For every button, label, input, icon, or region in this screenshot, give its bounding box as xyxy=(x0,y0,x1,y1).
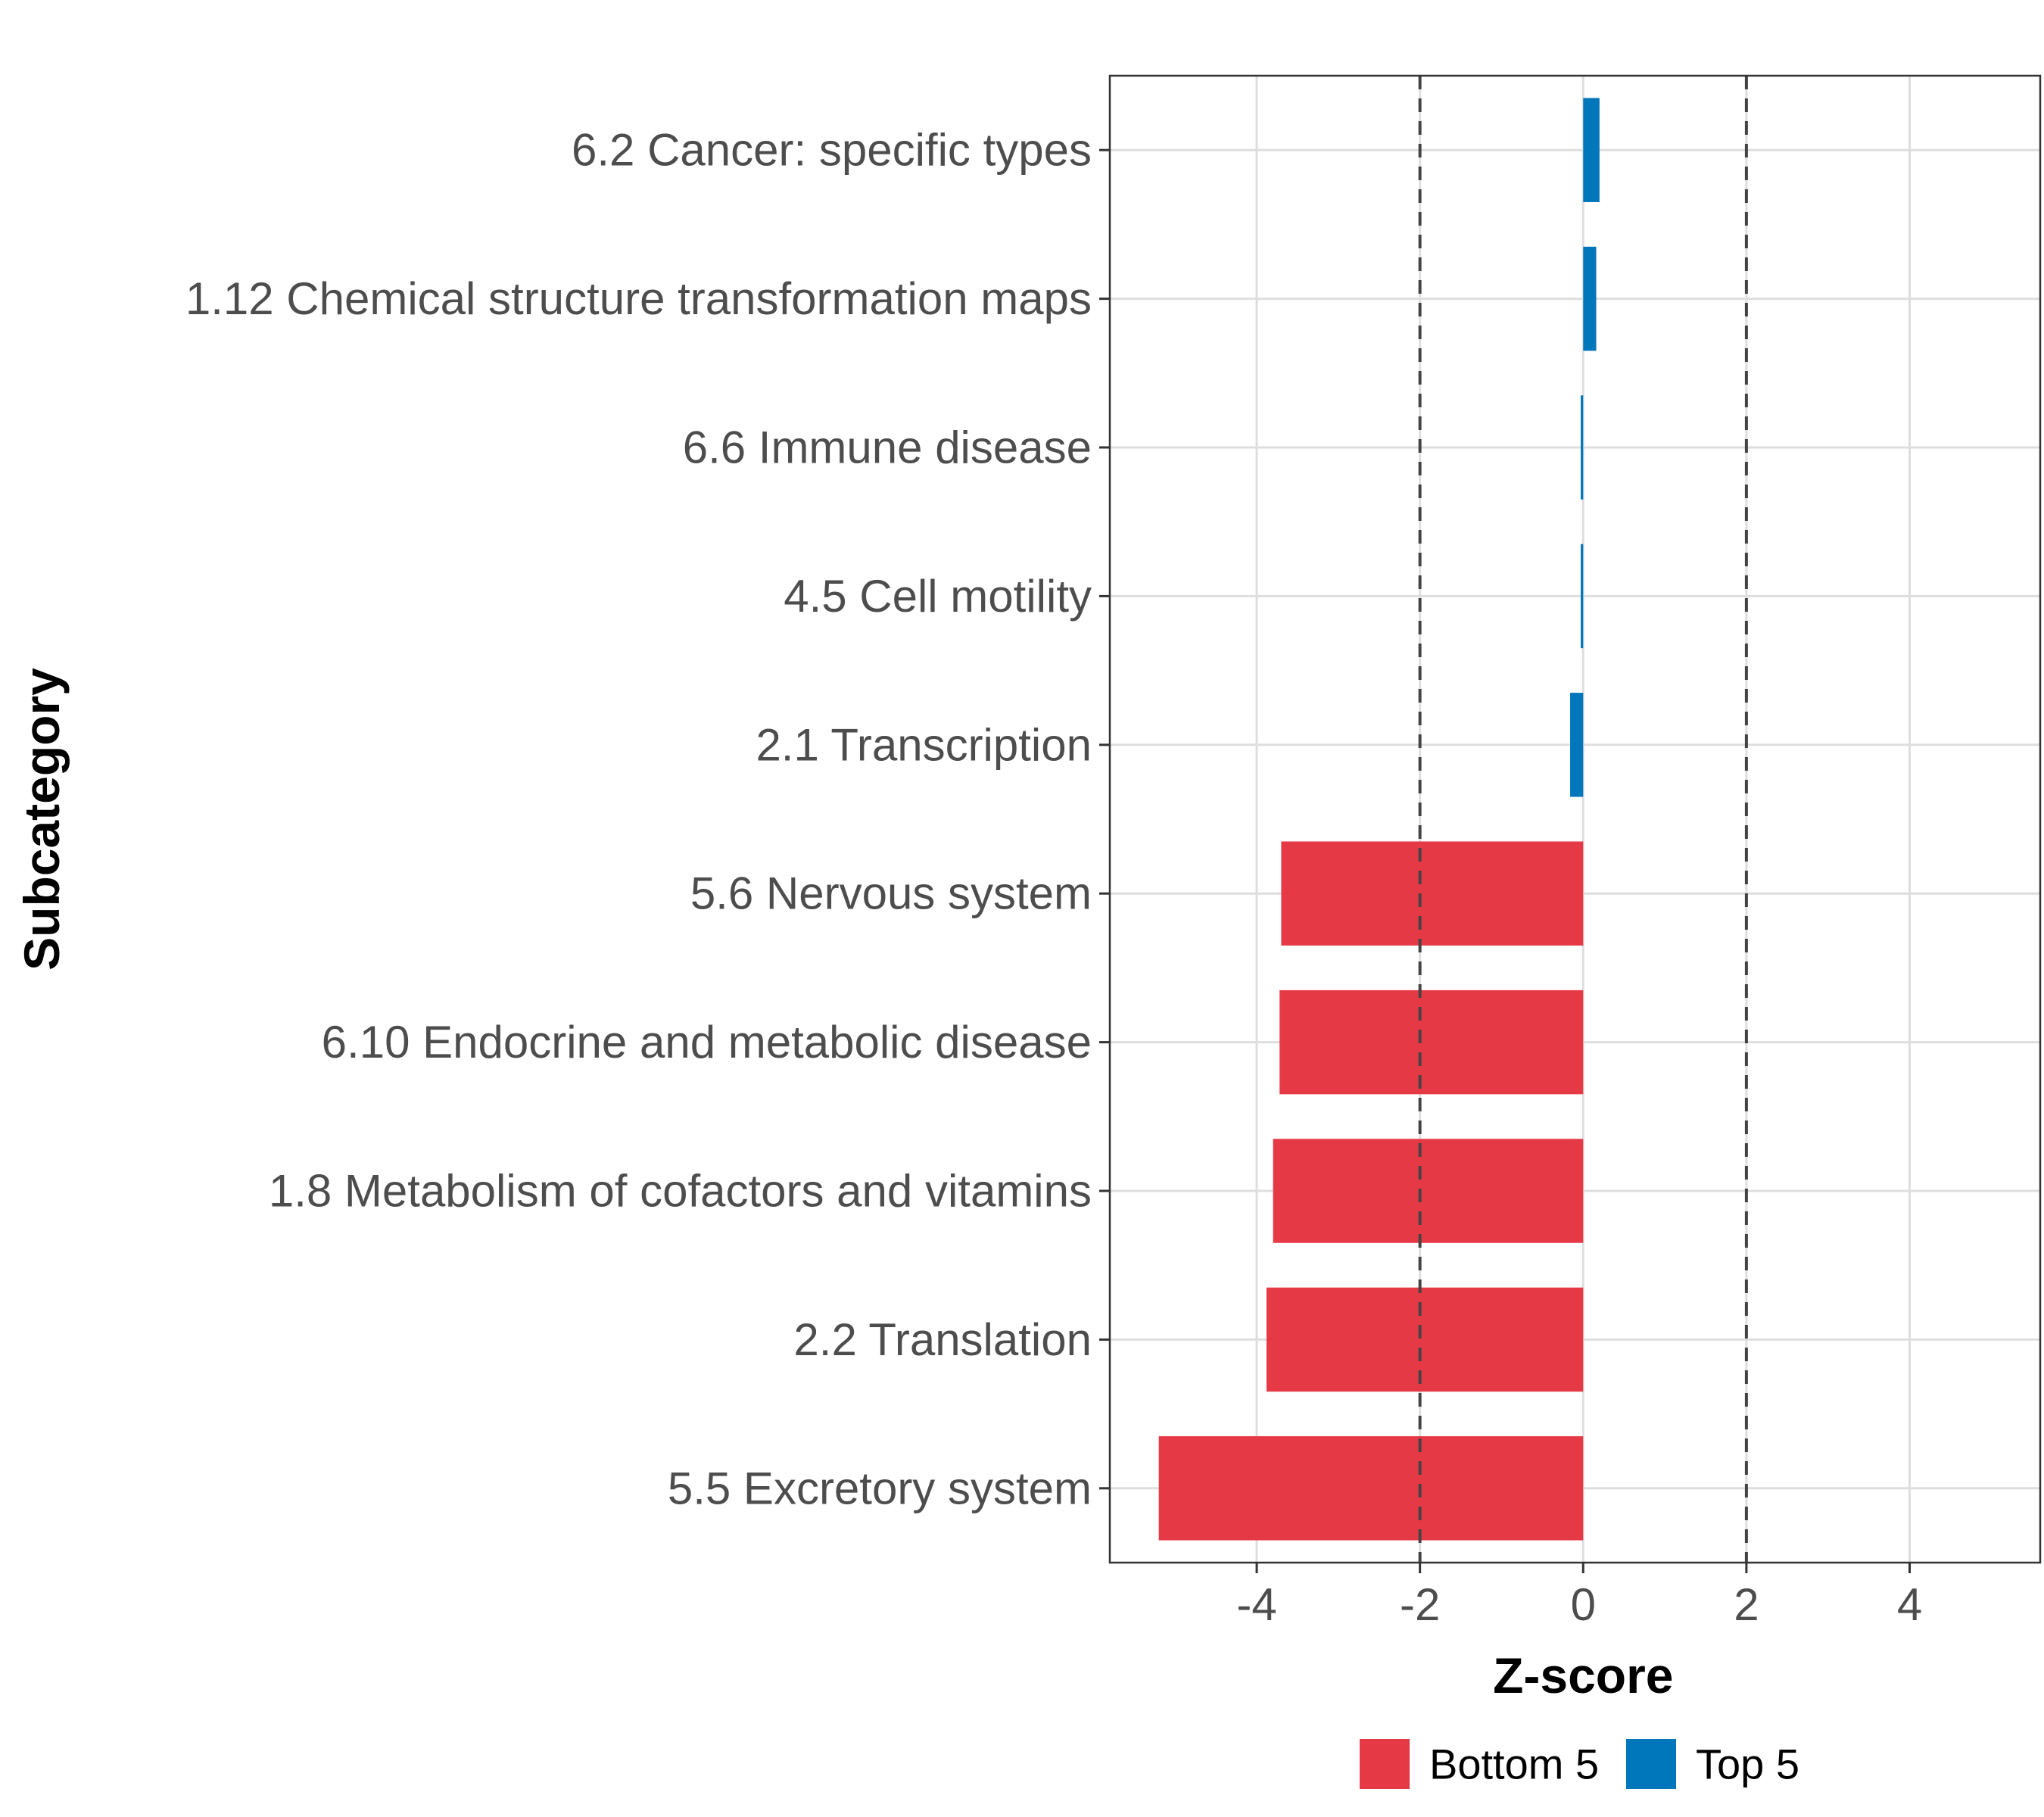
legend-swatch xyxy=(1626,1739,1676,1789)
y-tick-label: 1.8 Metabolism of cofactors and vitamins xyxy=(269,1166,1092,1217)
bar xyxy=(1266,1287,1584,1392)
y-tick-label: 4.5 Cell motility xyxy=(784,571,1092,622)
legend-label: Top 5 xyxy=(1696,1741,1799,1788)
x-tick-label: -2 xyxy=(1400,1579,1440,1630)
y-tick-label: 6.6 Immune disease xyxy=(683,422,1092,473)
x-tick-label: 4 xyxy=(1897,1579,1922,1630)
bar xyxy=(1583,98,1600,202)
y-tick-label: 5.5 Excretory system xyxy=(668,1463,1092,1513)
bar xyxy=(1581,544,1584,649)
y-tick-label: 1.12 Chemical structure transformation m… xyxy=(185,273,1092,324)
bar xyxy=(1273,1139,1584,1243)
y-tick-label: 6.2 Cancer: specific types xyxy=(572,125,1092,176)
bar xyxy=(1570,693,1584,797)
reference-lines xyxy=(1418,76,1748,1563)
x-axis-title: Z-score xyxy=(1493,1647,1673,1703)
plot-panel-border xyxy=(1108,74,2042,1564)
bar xyxy=(1158,1436,1584,1541)
y-tick-label: 6.10 Endocrine and metabolic disease xyxy=(322,1017,1092,1067)
bar xyxy=(1281,841,1584,946)
x-tick-label: -4 xyxy=(1236,1579,1276,1630)
y-tick-label: 5.6 Nervous system xyxy=(690,868,1092,919)
y-tick-label: 2.2 Translation xyxy=(793,1314,1092,1365)
legend-swatch xyxy=(1360,1739,1410,1789)
legend: Bottom 5 Top 5 xyxy=(1360,1739,1799,1789)
y-axis-title: Subcategory xyxy=(14,668,70,971)
x-axis-ticks: -4 -2 0 2 4 xyxy=(1236,1563,1922,1630)
x-tick-label: 0 xyxy=(1571,1579,1596,1630)
bars xyxy=(1158,98,1600,1541)
bar xyxy=(1279,990,1584,1095)
y-tick-label: 2.1 Transcription xyxy=(756,719,1092,770)
y-axis-ticks: 6.2 Cancer: specific types 1.12 Chemical … xyxy=(185,125,1110,1513)
bar xyxy=(1583,246,1597,351)
x-tick-label: 2 xyxy=(1734,1579,1759,1630)
legend-label: Bottom 5 xyxy=(1429,1741,1599,1788)
bar xyxy=(1581,395,1584,500)
